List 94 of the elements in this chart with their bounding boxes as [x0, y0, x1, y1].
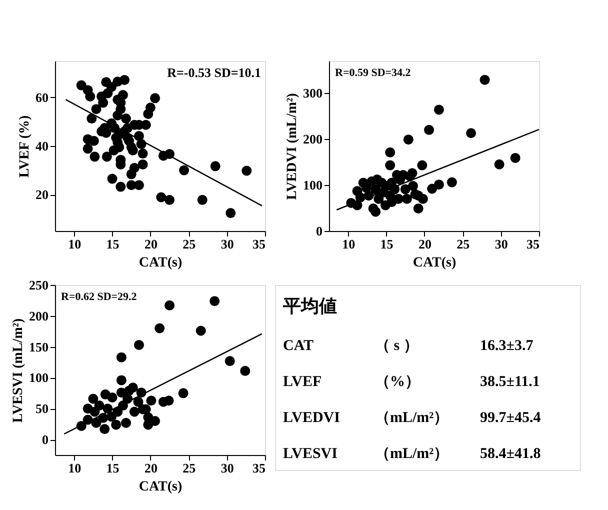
x-tick-label: 30	[494, 236, 508, 252]
point	[418, 194, 428, 204]
text: 99.7±45.4	[480, 410, 542, 426]
text: （%）	[375, 374, 420, 390]
point	[403, 134, 414, 145]
annotation: R=0.59 SD=34.2	[335, 67, 412, 79]
x-tick-label: 35	[252, 236, 266, 252]
point	[150, 416, 160, 426]
y-tick-label: 0	[316, 224, 322, 238]
point	[224, 356, 235, 366]
x-axis-title: CAT(s)	[138, 256, 182, 270]
text: LVESVI	[283, 446, 338, 462]
point	[402, 194, 412, 204]
y-tick-label: 100	[29, 370, 48, 386]
point	[154, 323, 165, 334]
y-tick-label: 40	[36, 138, 48, 154]
point	[240, 366, 250, 376]
point	[210, 296, 220, 306]
point	[434, 104, 444, 115]
point	[434, 180, 444, 190]
y-tick-label: 200	[303, 132, 322, 147]
text: 平均値	[282, 296, 337, 316]
point	[385, 147, 396, 158]
x-tick-label: 10	[68, 460, 82, 476]
y-axis-title: LVEDVI (mL/m²)	[285, 92, 300, 200]
text: 58.4±41.8	[480, 446, 541, 462]
point	[413, 203, 424, 214]
point	[107, 392, 118, 402]
point	[446, 177, 457, 188]
x-tick-label: 15	[380, 236, 394, 252]
point	[400, 184, 410, 194]
y-tick-label: 0	[42, 432, 48, 448]
x-tick-label: 20	[418, 236, 432, 252]
y-axis-title: LVESVI (mL/m²)	[11, 318, 26, 423]
point	[164, 396, 174, 406]
x-tick-label: 25	[456, 236, 470, 252]
point	[164, 300, 175, 310]
text: CAT	[283, 338, 314, 354]
point	[100, 424, 110, 434]
x-axis-title: CAT(s)	[412, 256, 456, 270]
point	[393, 194, 404, 204]
point	[407, 168, 418, 178]
point	[466, 128, 476, 138]
y-tick-label: 250	[29, 278, 48, 292]
x-tick-label: 15	[106, 460, 120, 476]
point	[494, 159, 504, 170]
point	[88, 394, 98, 404]
x-tick-label: 25	[182, 236, 196, 252]
text: LVEF	[283, 374, 322, 390]
point	[385, 160, 396, 170]
text: （mL/m²）	[375, 446, 449, 462]
point	[196, 326, 206, 336]
x-tick-label: 20	[144, 460, 158, 476]
annotation: R=-0.53 SD=10.1	[167, 65, 261, 80]
x-tick-label: 10	[342, 236, 356, 252]
point	[121, 418, 132, 428]
x-tick-label: 30	[220, 460, 234, 476]
y-tick-label: 50	[36, 401, 48, 416]
x-tick-label: 20	[144, 236, 158, 252]
point	[116, 352, 126, 362]
point	[134, 340, 144, 350]
x-tick-label: 10	[68, 236, 82, 252]
y-tick-label: 300	[303, 86, 322, 101]
x-tick-label: 35	[526, 236, 540, 252]
point	[129, 406, 140, 417]
y-tick-label: 100	[303, 178, 322, 193]
text: （ s ）	[375, 338, 418, 354]
y-tick-label: 20	[36, 187, 48, 202]
text: 38.5±11.1	[480, 374, 540, 390]
y-axis-title: LVEF (%)	[18, 114, 32, 178]
x-tick-label: 35	[252, 460, 266, 476]
text: （mL/m²）	[375, 410, 449, 426]
point	[178, 388, 188, 398]
point	[480, 74, 490, 85]
point	[94, 400, 104, 411]
text: LVEDVI	[283, 410, 340, 426]
point	[370, 206, 381, 217]
x-tick-label: 30	[220, 236, 234, 252]
point	[111, 420, 122, 430]
annotation: R=0.62 SD=29.2	[61, 291, 138, 303]
y-tick-label: 150	[29, 339, 48, 354]
x-tick-label: 15	[106, 236, 120, 252]
point	[510, 152, 520, 163]
y-tick-label: 200	[29, 308, 48, 324]
point	[408, 180, 418, 191]
point	[116, 375, 126, 386]
point	[424, 124, 434, 135]
x-tick-label: 25	[182, 460, 196, 476]
y-tick-label: 60	[36, 90, 48, 105]
point	[146, 396, 156, 406]
text: 16.3±3.7	[480, 338, 534, 354]
x-axis-title: CAT(s)	[138, 480, 182, 494]
point	[128, 382, 138, 393]
point	[417, 160, 428, 170]
